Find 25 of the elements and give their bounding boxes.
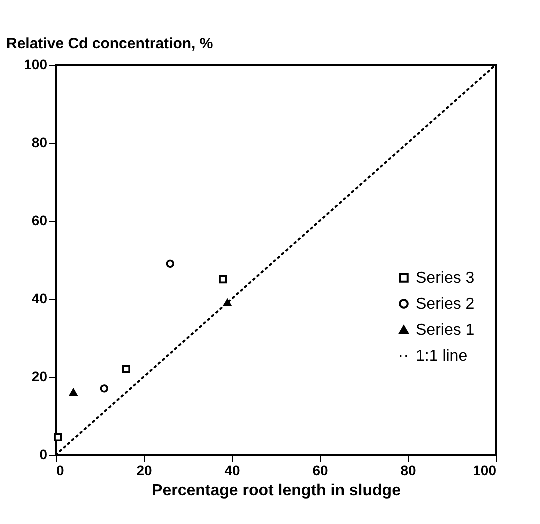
x-tick-label: 20 xyxy=(136,462,152,478)
x-tick-label: 0 xyxy=(56,462,64,478)
legend-label: Series 3 xyxy=(416,270,475,287)
x-axis-title: Percentage root length in sludge xyxy=(152,482,402,500)
x-tick-label: 60 xyxy=(312,462,328,478)
y-tick-label: 100 xyxy=(24,56,48,72)
point xyxy=(54,433,62,442)
y-tick-label: 60 xyxy=(32,212,48,228)
y-tick-label: 80 xyxy=(32,134,48,150)
legend-label: 1:1 line xyxy=(416,348,468,365)
legend-label: Series 1 xyxy=(416,322,475,339)
point xyxy=(70,388,78,396)
point xyxy=(100,384,108,393)
y-tick-label: 40 xyxy=(32,290,48,306)
y-axis-title: Relative Cd concentration, % xyxy=(6,36,214,52)
point xyxy=(166,260,174,268)
legend-label: Series 2 xyxy=(416,296,475,313)
point xyxy=(224,299,232,307)
x-tick-label: 100 xyxy=(473,462,497,478)
point xyxy=(219,275,228,284)
point xyxy=(122,365,130,374)
y-tick-label: 0 xyxy=(40,446,48,462)
x-tick-label: 80 xyxy=(400,462,416,478)
x-tick-label: 40 xyxy=(224,462,240,478)
y-tick-label: 20 xyxy=(32,368,48,384)
